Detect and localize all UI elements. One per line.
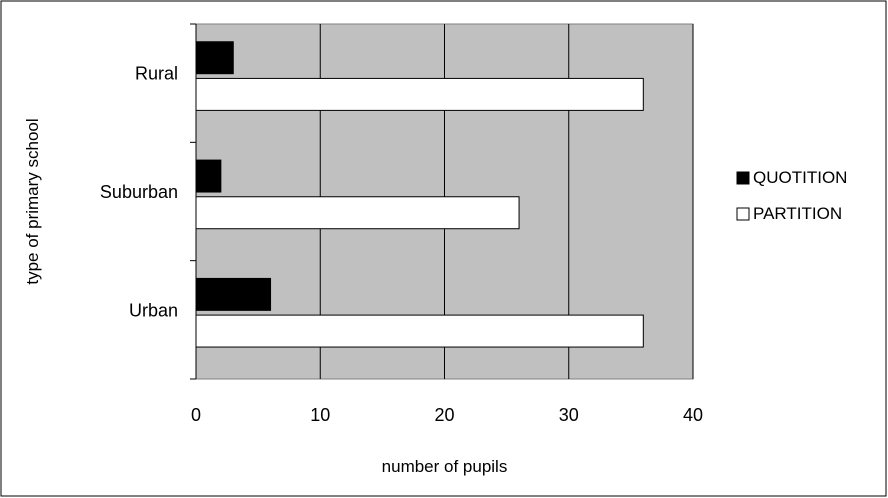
x-tick-label: 40 (683, 405, 703, 425)
x-axis-title: number of pupils (382, 457, 508, 476)
y-axis-title: type of primary school (23, 118, 42, 284)
x-tick-label: 20 (434, 405, 454, 425)
bar-partition-suburban (195, 196, 520, 230)
bars (195, 41, 644, 348)
category-labels: Rural Suburban Urban (100, 64, 178, 321)
x-tick-label: 30 (559, 405, 579, 425)
x-tick-label: 10 (310, 405, 330, 425)
bar-partition-urban (195, 314, 644, 348)
legend-label-quotition: QUOTITION (753, 168, 847, 187)
x-tick-label: 0 (191, 405, 201, 425)
category-label: Urban (129, 300, 178, 320)
bar-quotition-urban (195, 277, 272, 311)
category-label: Rural (135, 64, 178, 84)
category-label: Suburban (100, 182, 178, 202)
y-axis-ticks (190, 23, 196, 380)
bar-quotition-suburban (195, 159, 222, 193)
legend-label-partition: PARTITION (753, 204, 842, 223)
bar-partition-rural (195, 77, 644, 111)
legend-swatch-partition (736, 207, 750, 221)
x-tick-labels: 0 10 20 30 40 (191, 405, 703, 425)
legend-swatch-quotition (736, 171, 750, 185)
legend: QUOTITION PARTITION (736, 168, 847, 223)
bar-quotition-rural (195, 41, 234, 75)
